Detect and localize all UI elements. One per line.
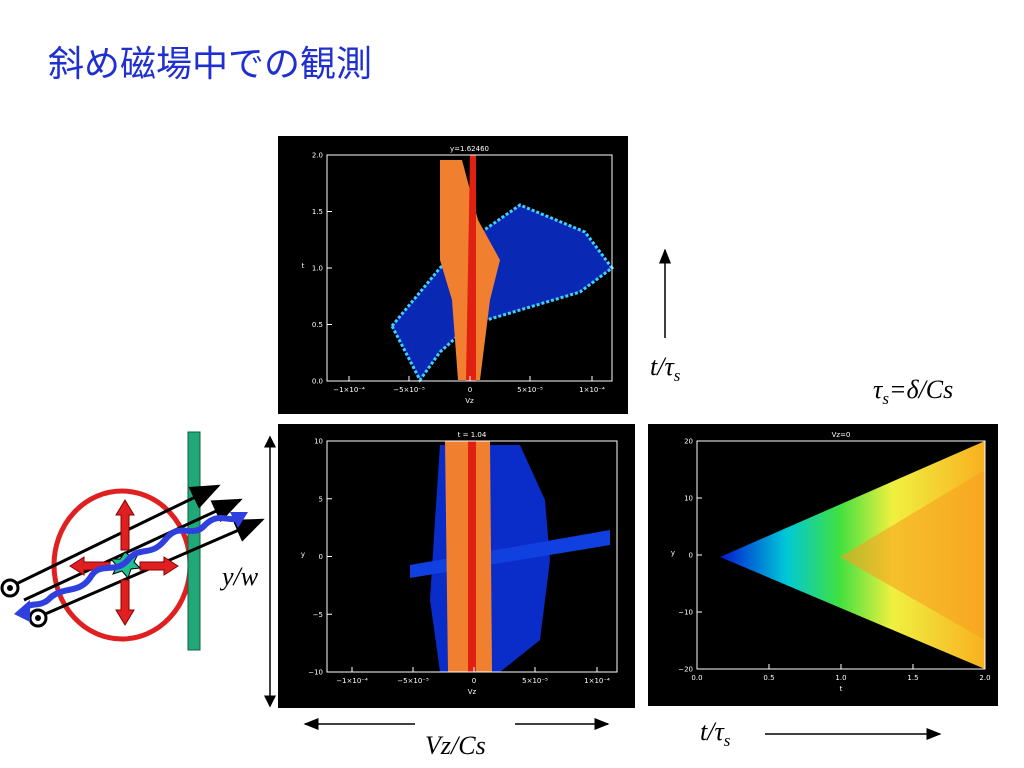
vz-over-cs-label: Vz/Cs — [425, 731, 486, 760]
y-tick-label: −10 — [678, 609, 693, 617]
y-over-w-label: y/w — [219, 562, 259, 591]
x-tick-label: 5×10⁻⁵ — [517, 386, 543, 394]
x-tick-label: 2.0 — [979, 674, 990, 682]
label-part: =δ/Cs — [889, 375, 953, 404]
x-tick-label: 1×10⁻⁴ — [584, 677, 610, 685]
y-tick-label: 1.5 — [312, 208, 323, 216]
plot-axes: y=1.62460 Vz t −1×10⁻⁴ −5×10⁻⁵ 0 5×10⁻⁵ 1×10⁻⁴ 0… — [301, 145, 991, 696]
arrows — [264, 248, 942, 740]
x-axis-label: Vz — [465, 397, 474, 405]
slide-title: 斜め磁場中での観測 — [48, 44, 372, 85]
y-tick-label: 5 — [319, 495, 323, 503]
y-tick-label: 2.0 — [312, 152, 323, 160]
y-tick-label: 0.0 — [312, 378, 323, 386]
x-tick-label: −1×10⁻⁴ — [336, 677, 368, 685]
x-axis-label: Vz — [468, 688, 477, 696]
y-tick-label: −10 — [308, 669, 323, 677]
x-tick-label: 1.5 — [907, 674, 918, 682]
label-part: τ — [873, 375, 884, 404]
time-horizontal-label: t/τs — [700, 717, 731, 750]
x-tick-label: 0 — [468, 386, 472, 394]
y-tick-label: −5 — [313, 611, 323, 619]
y-tick-label: 0 — [319, 553, 323, 561]
x-tick-label: 0.0 — [691, 674, 702, 682]
y-tick-label: 0 — [689, 552, 693, 560]
y-tick-label: −20 — [678, 666, 693, 674]
y-tick-label: 10 — [314, 438, 323, 446]
x-tick-label: 5×10⁻⁵ — [522, 677, 548, 685]
plot-title: t = 1.04 — [458, 431, 487, 439]
label-part: t/τ — [650, 352, 675, 381]
y-axis-label: t — [302, 262, 305, 270]
time-vertical-label: t/τs — [650, 352, 681, 385]
label-subscript: s — [882, 389, 889, 408]
x-tick-label: 1.0 — [835, 674, 846, 682]
y-tick-label: 20 — [684, 438, 693, 446]
x-tick-label: 0.5 — [763, 674, 774, 682]
plot-images — [278, 136, 998, 708]
label-subscript: s — [724, 731, 731, 750]
y-tick-label: 10 — [684, 495, 693, 503]
plot-title: y=1.62460 — [450, 145, 489, 153]
plot-title: Vz=0 — [832, 431, 851, 439]
x-tick-label: 0 — [472, 677, 476, 685]
x-tick-label: −5×10⁻⁵ — [397, 677, 429, 685]
x-tick-label: −1×10⁻⁴ — [333, 386, 365, 394]
y-tick-label: 1.0 — [312, 265, 323, 273]
x-tick-label: 1×10⁻⁴ — [579, 386, 605, 394]
diagram — [0, 431, 265, 651]
label-subscript: s — [674, 366, 681, 385]
label-part: t/τ — [700, 717, 725, 746]
x-tick-label: −5×10⁻⁵ — [393, 386, 425, 394]
x-axis-label: t — [840, 685, 843, 693]
y-axis-label: y — [301, 551, 305, 559]
y-tick-label: 0.5 — [312, 321, 323, 329]
tau-definition: τs=δ/Cs — [873, 375, 953, 408]
y-axis-label: y — [671, 549, 675, 557]
